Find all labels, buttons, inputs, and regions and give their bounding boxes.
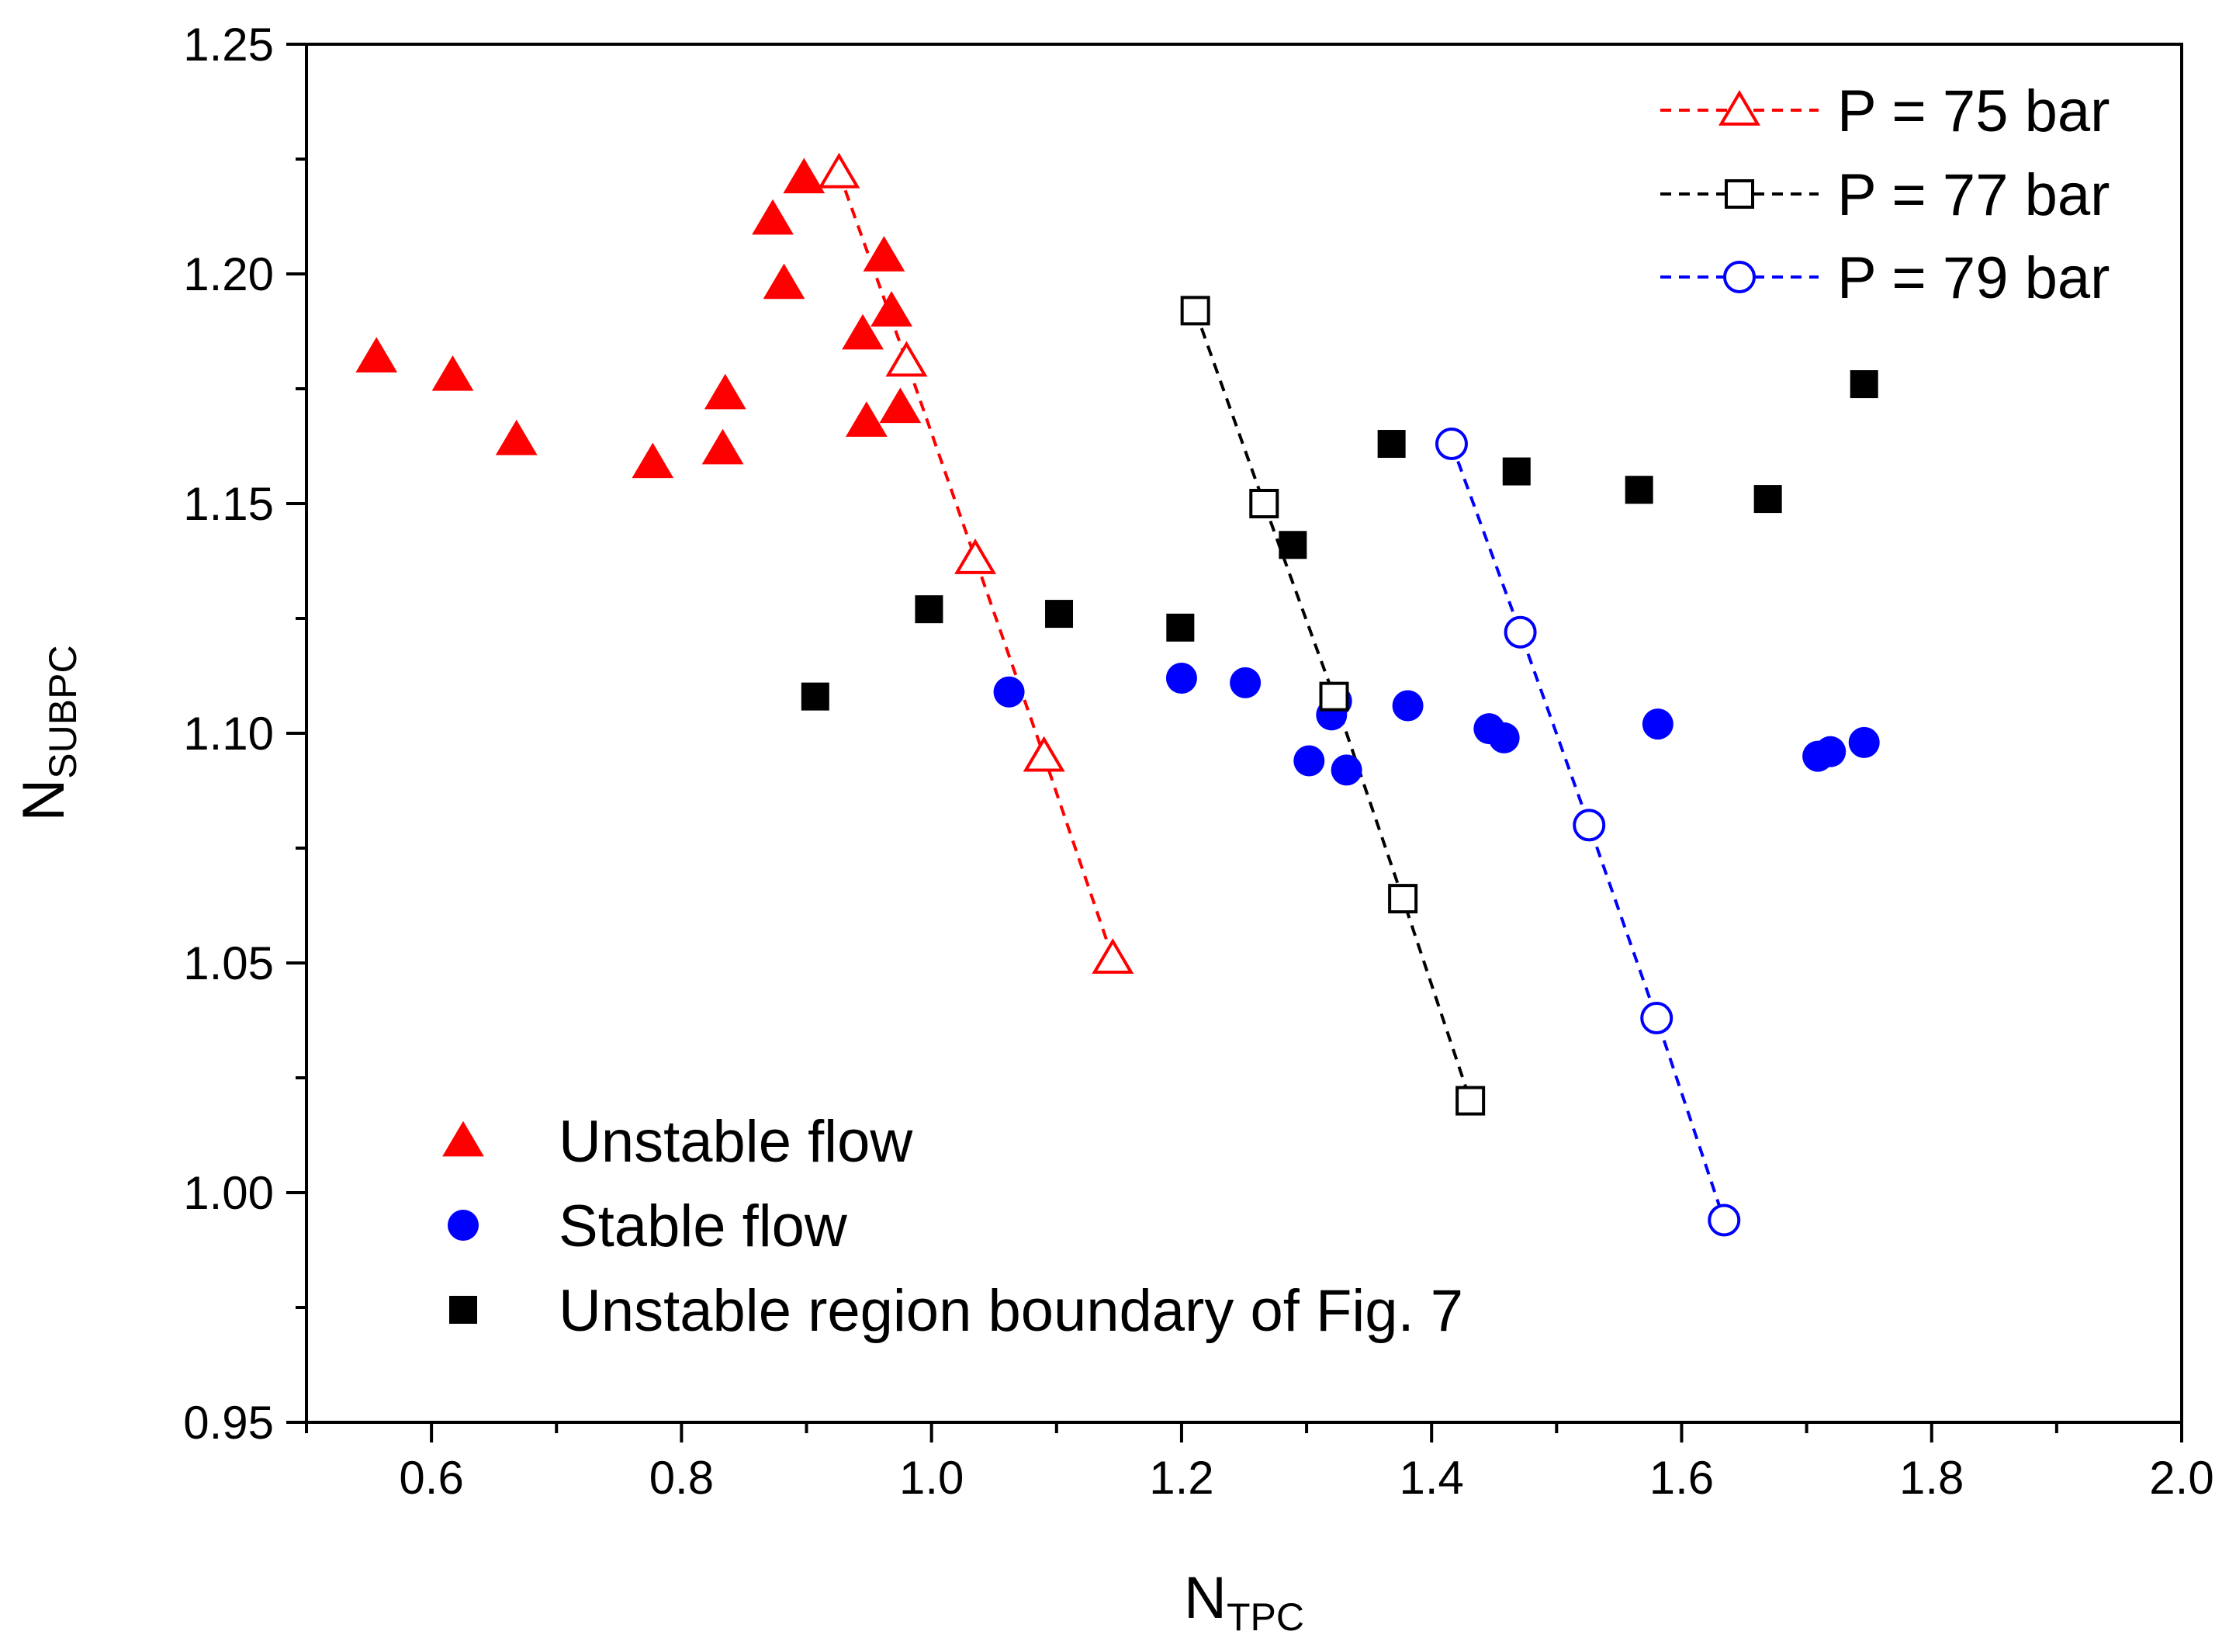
scatter-point-series-2 [1230,667,1262,698]
line-point-series-1 [885,341,928,377]
y-tick-label: 1.05 [183,937,274,989]
x-axis-title-main: N [1184,1565,1227,1631]
line-point-series-1 [818,152,860,189]
legend-marker-label: Unstable region boundary of Fig. 7 [559,1278,1463,1344]
x-axis-title: NTPC [1184,1565,1304,1639]
x-tick-label: 0.8 [649,1452,714,1504]
line-point-series-3 [1640,1002,1673,1035]
y-tick-label: 1.25 [183,19,274,71]
line-point-series-2 [1319,681,1349,712]
scatter-point-series-2 [1642,708,1673,740]
line-point-series-1 [1023,736,1065,772]
y-tick-label: 0.95 [183,1397,274,1449]
scatter-point-series-2 [1165,662,1197,694]
line-point-series-2 [1180,296,1210,326]
legend-marker-sample [449,1296,477,1324]
scatter-point-series-1 [842,313,884,350]
y-tick-label: 1.20 [183,248,274,300]
scatter-point-series-3 [915,595,943,624]
scatter-point-series-1 [879,387,922,424]
x-axis-title-sub: TPC [1227,1595,1304,1639]
scatter-point-series-1 [870,291,912,327]
y-axis-title-main: N [11,779,77,822]
scatter-point-series-3 [1753,485,1782,514]
scatter-point-series-2 [1293,745,1325,777]
line-series-group [837,172,1726,1221]
scatter-point-series-3 [1045,600,1074,629]
scatter-point-series-3 [801,682,829,711]
scatter-point-series-1 [355,337,398,372]
legend-marker-sample [448,1210,479,1241]
legend-line-label: P = 75 bar [1837,78,2110,144]
scatter-point-series-2 [1331,754,1362,786]
scatter-points-group [355,152,1880,1237]
scatter-point-series-3 [1625,476,1653,504]
x-tick-label: 0.6 [399,1452,463,1504]
scatter-point-series-3 [1166,613,1195,642]
line-point-series-2 [1455,1086,1486,1116]
x-tick-label: 1.2 [1149,1452,1213,1504]
scatter-point-series-3 [1279,531,1307,559]
scatter-point-series-1 [752,199,794,235]
scatter-point-series-3 [1377,430,1406,459]
line-point-series-3 [1708,1204,1741,1237]
y-tick-label: 1.15 [183,478,274,530]
scatter-point-series-2 [1848,726,1880,758]
x-tick-label: 2.0 [2149,1452,2213,1504]
legend-line-marker [1718,90,1761,126]
scatter-point-series-2 [1392,690,1424,722]
scatter-point-series-1 [701,428,744,465]
line-point-series-2 [1388,884,1418,914]
scatter-point-series-2 [1488,722,1520,753]
line-point-series-2 [1249,489,1279,518]
legend-line-label: P = 79 bar [1837,245,2110,311]
line-point-series-1 [1092,938,1134,974]
line-point-series-3 [1573,809,1606,842]
scatter-point-series-2 [1815,736,1847,767]
line-series-1 [837,172,1115,959]
y-tick-label: 1.00 [183,1167,274,1219]
y-axis-title: NSUBPC [11,645,85,821]
legend-line-marker [1723,261,1756,293]
line-point-series-1 [954,539,997,574]
x-tick-label: 1.0 [899,1452,964,1504]
legend-marker-label: Stable flow [559,1193,848,1259]
x-tick-label: 1.8 [1899,1452,1964,1504]
line-point-series-3 [1435,428,1468,461]
legend-line-marker [1725,179,1754,209]
scatter-point-series-1 [632,442,674,479]
line-series-3 [1450,443,1726,1221]
x-tick-label: 1.6 [1649,1452,1714,1504]
line-point-series-3 [1504,615,1537,649]
scatter-point-series-1 [763,263,805,300]
scatter-point-series-1 [845,401,888,437]
axis-tick-labels: 0.6 0.8 1.0 1.2 1.4 1.6 1.8 2.0 0.95 1.00 1.05 1.10… [183,19,2213,1504]
scatter-point-series-1 [704,373,746,410]
legend-marker-label: Unstable flow [559,1109,913,1175]
legend-marker-sample [442,1120,484,1157]
scatter-point-series-1 [863,236,905,272]
x-tick-label: 1.4 [1399,1452,1463,1504]
y-tick-label: 1.10 [183,708,274,760]
scatter-point-series-3 [1850,370,1878,399]
scatter-point-series-1 [495,419,538,455]
scatter-point-series-3 [1502,457,1531,486]
axis-ticks [286,43,2183,1442]
legend-line-label: P = 77 bar [1837,162,2110,228]
scatter-point-series-1 [431,355,474,391]
scatter-point-series-1 [783,158,825,194]
y-axis-title-sub: SUBPC [41,645,85,778]
legends: P = 75 bar P = 77 bar P = 79 bar Unstable f… [442,78,2110,1344]
scatter-point-series-2 [993,676,1025,708]
